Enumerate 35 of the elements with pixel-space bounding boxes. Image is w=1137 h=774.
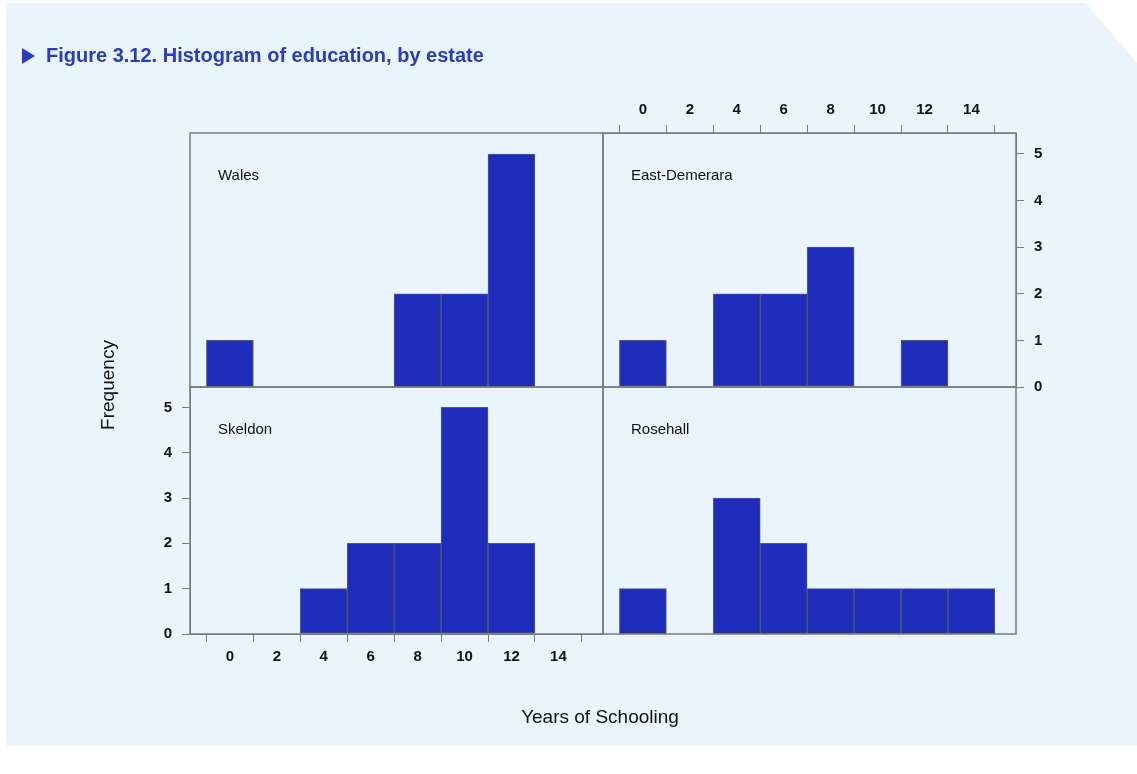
x-tick-label: 2 xyxy=(685,100,694,118)
y-tick-label: 0 xyxy=(1034,377,1043,395)
text: Wales xyxy=(218,166,260,183)
y-tick-label: 0 xyxy=(163,624,172,642)
y-tick-label: 5 xyxy=(163,397,172,415)
y-tick-label: 2 xyxy=(1034,283,1043,301)
y-axis-title: Frequency xyxy=(97,340,119,430)
x-tick-label: 4 xyxy=(319,647,329,665)
x-tick-label: 6 xyxy=(366,647,375,665)
x-tick-label: 8 xyxy=(413,647,422,665)
y-tick-label: 5 xyxy=(1034,144,1043,162)
y-tick-label: 4 xyxy=(163,442,173,460)
y-tick-label: 3 xyxy=(163,488,172,506)
y-tick-label: 1 xyxy=(163,578,172,596)
x-tick-label: 4 xyxy=(732,100,742,118)
x-tick-label: 8 xyxy=(826,100,835,118)
x-tick-label: 2 xyxy=(272,647,281,665)
x-tick-label: 14 xyxy=(550,647,568,665)
text: East-Demerara xyxy=(631,166,733,183)
caption: Figure 3.12. Histogram of education, by estate xyxy=(46,44,484,67)
y-tick-label: 1 xyxy=(1034,330,1043,348)
x-tick-label: 14 xyxy=(963,100,981,118)
x-tick-label: 0 xyxy=(225,647,235,665)
y-tick-label: 2 xyxy=(163,533,172,551)
x-axis-title: Years of Schooling xyxy=(520,706,680,728)
x-tick-label: 6 xyxy=(779,100,788,118)
x-tick-label: 10 xyxy=(869,100,886,118)
x-tick-label: 0 xyxy=(638,100,648,118)
text: Skeldon xyxy=(218,420,273,437)
x-tick-label: 12 xyxy=(916,100,933,118)
x-tick-label: 12 xyxy=(503,647,520,665)
x-tick-label: 10 xyxy=(456,647,473,665)
y-tick-label: 3 xyxy=(1034,237,1043,255)
y-tick-label: 4 xyxy=(1034,190,1043,208)
text: Rosehall xyxy=(631,420,690,437)
